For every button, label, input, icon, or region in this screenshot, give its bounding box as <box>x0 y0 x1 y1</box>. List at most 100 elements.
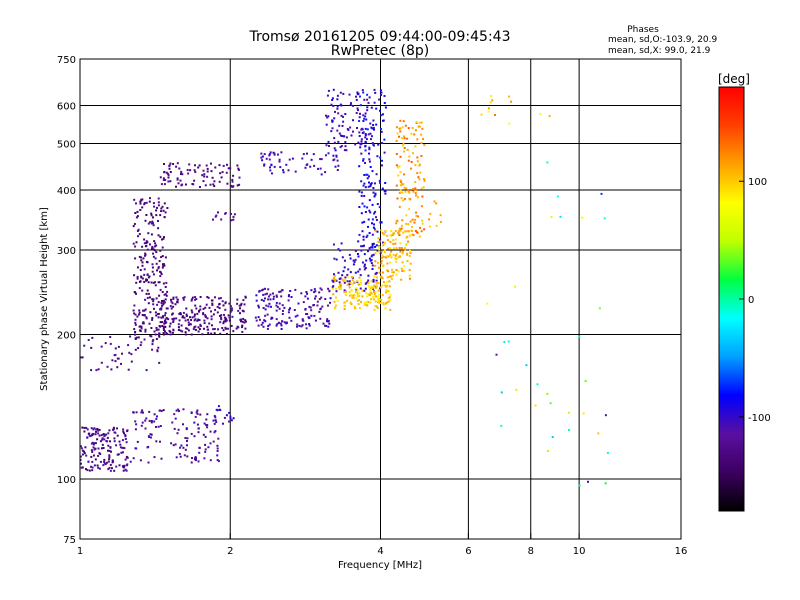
scatter-point <box>164 314 166 317</box>
scatter-point <box>120 451 123 454</box>
scatter-point <box>279 166 282 169</box>
scatter-point <box>384 192 387 195</box>
scatter-point <box>135 281 138 284</box>
scatter-point <box>270 317 273 320</box>
scatter-point <box>365 259 368 262</box>
scatter-point <box>162 177 165 180</box>
scatter-point <box>166 172 169 175</box>
scatter-point <box>354 143 357 146</box>
scatter-point <box>379 252 382 255</box>
scatter-point <box>108 450 111 452</box>
scatter-point <box>381 271 384 274</box>
scatter-point <box>408 254 411 257</box>
scatter-point <box>366 93 369 96</box>
scatter-point <box>196 423 199 426</box>
scatter-point <box>355 288 358 291</box>
scatter-point <box>278 290 281 293</box>
scatter-point <box>403 147 406 149</box>
scatter-point <box>135 411 138 414</box>
scatter-point <box>293 309 296 311</box>
scatter-point <box>298 324 301 327</box>
scatter-point <box>371 170 374 173</box>
scatter-point <box>294 288 297 291</box>
scatter-point <box>372 187 375 189</box>
scatter-point <box>81 356 84 359</box>
scatter-point <box>307 316 310 319</box>
scatter-point <box>240 302 243 305</box>
scatter-point <box>106 436 109 439</box>
scatter-point <box>335 290 338 293</box>
scatter-point <box>182 297 185 299</box>
scatter-point <box>395 222 398 225</box>
scatter-point <box>178 312 181 315</box>
scatter-point <box>393 247 395 250</box>
scatter-point <box>396 252 399 255</box>
scatter-point <box>167 318 170 321</box>
scatter-point <box>382 264 385 267</box>
scatter-point <box>140 327 143 330</box>
scatter-point <box>604 482 607 485</box>
scatter-point <box>336 129 339 132</box>
scatter-point <box>190 412 193 414</box>
scatter-point <box>231 180 234 183</box>
scatter-point <box>182 315 184 318</box>
scatter-point <box>104 342 107 345</box>
scatter-point <box>192 328 195 331</box>
scatter-point <box>603 217 606 220</box>
scatter-point <box>268 302 271 305</box>
scatter-point <box>403 197 406 200</box>
scatter-point <box>364 149 367 152</box>
scatter-point <box>100 434 103 437</box>
scatter-point <box>348 291 351 294</box>
scatter-point <box>229 310 232 313</box>
scatter-point <box>147 222 150 225</box>
scatter-point <box>367 274 370 277</box>
scatter-point <box>343 305 346 308</box>
scatter-point <box>138 287 141 290</box>
scatter-point <box>486 302 489 305</box>
scatter-point <box>205 418 208 421</box>
scatter-point <box>199 308 202 311</box>
scatter-point <box>319 308 322 311</box>
scatter-point <box>378 98 381 101</box>
scatter-point <box>401 191 404 194</box>
scatter-point <box>209 442 212 445</box>
scatter-point <box>118 464 121 467</box>
scatter-point <box>365 300 368 303</box>
scatter-point <box>169 333 172 336</box>
scatter-point <box>319 158 322 161</box>
scatter-point <box>363 220 366 223</box>
scatter-point <box>386 284 389 287</box>
scatter-point <box>164 330 166 333</box>
scatter-point <box>377 295 379 298</box>
scatter-point <box>332 278 335 281</box>
scatter-point <box>214 419 217 422</box>
scatter-point <box>360 191 363 194</box>
scatter-point <box>132 242 135 245</box>
scatter-point <box>149 221 152 224</box>
scatter-point <box>149 436 152 439</box>
scatter-point <box>338 281 341 284</box>
scatter-point <box>217 437 220 440</box>
scatter-point <box>380 256 383 259</box>
scatter-point <box>160 207 163 210</box>
scatter-point <box>281 320 284 323</box>
scatter-point <box>398 247 401 249</box>
scatter-point <box>329 297 332 300</box>
scatter-point <box>376 203 379 205</box>
scatter-point <box>422 138 424 141</box>
scatter-point <box>97 447 100 450</box>
scatter-point <box>372 191 375 194</box>
scatter-point <box>289 307 291 310</box>
scatter-point <box>90 427 93 430</box>
scatter-point <box>154 257 157 260</box>
scatter-point <box>228 319 231 322</box>
scatter-point <box>197 166 200 169</box>
scatter-point <box>154 245 156 248</box>
scatter-point <box>349 302 352 305</box>
scatter-point <box>366 281 369 284</box>
scatter-point <box>153 330 156 333</box>
scatter-point <box>414 218 417 221</box>
scatter-point <box>398 135 401 138</box>
scatter-point <box>367 218 370 221</box>
